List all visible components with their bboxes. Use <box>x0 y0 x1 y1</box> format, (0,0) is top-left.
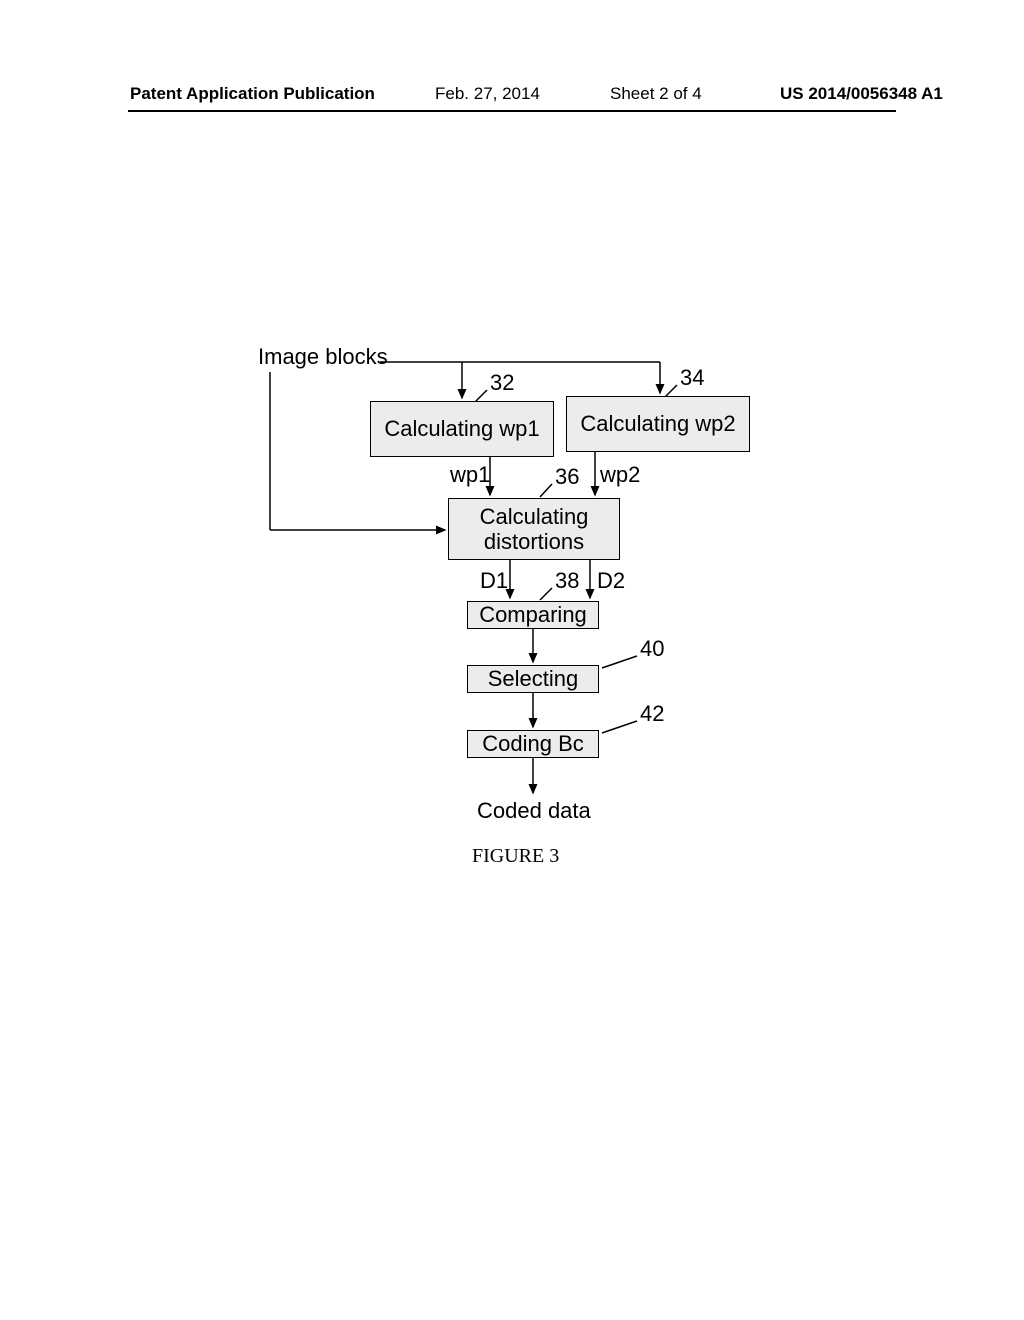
edge-label-d2: D2 <box>597 568 625 594</box>
header-date: Feb. 27, 2014 <box>435 84 540 104</box>
ref-40: 40 <box>640 636 664 662</box>
node-coding-label: Coding Bc <box>482 731 584 756</box>
ref-32: 32 <box>490 370 514 396</box>
flowchart-lines <box>0 0 1024 1320</box>
node-calc-wp2: Calculating wp2 <box>566 396 750 452</box>
ref-38: 38 <box>555 568 579 594</box>
ref-42: 42 <box>640 701 664 727</box>
page: Patent Application Publication Feb. 27, … <box>0 0 1024 1320</box>
output-label: Coded data <box>477 798 591 824</box>
node-calc-wp1-label: Calculating wp1 <box>384 416 539 441</box>
node-comparing: Comparing <box>467 601 599 629</box>
node-calc-distortions: Calculating distortions <box>448 498 620 560</box>
input-label: Image blocks <box>258 344 388 370</box>
node-calc-distortions-label: Calculating distortions <box>480 504 589 555</box>
ref-34: 34 <box>680 365 704 391</box>
edge-label-wp1: wp1 <box>450 462 490 488</box>
header-sheet: Sheet 2 of 4 <box>610 84 702 104</box>
ref-36: 36 <box>555 464 579 490</box>
figure-caption: FIGURE 3 <box>472 845 559 868</box>
node-selecting-label: Selecting <box>488 666 579 691</box>
node-calc-wp2-label: Calculating wp2 <box>580 411 735 436</box>
header-pubnum: US 2014/0056348 A1 <box>780 84 943 104</box>
header-rule <box>128 110 896 112</box>
edge-label-d1: D1 <box>480 568 508 594</box>
node-coding: Coding Bc <box>467 730 599 758</box>
node-calc-wp1: Calculating wp1 <box>370 401 554 457</box>
edge-label-wp2: wp2 <box>600 462 640 488</box>
header-left: Patent Application Publication <box>130 84 375 104</box>
node-comparing-label: Comparing <box>479 602 587 627</box>
node-selecting: Selecting <box>467 665 599 693</box>
